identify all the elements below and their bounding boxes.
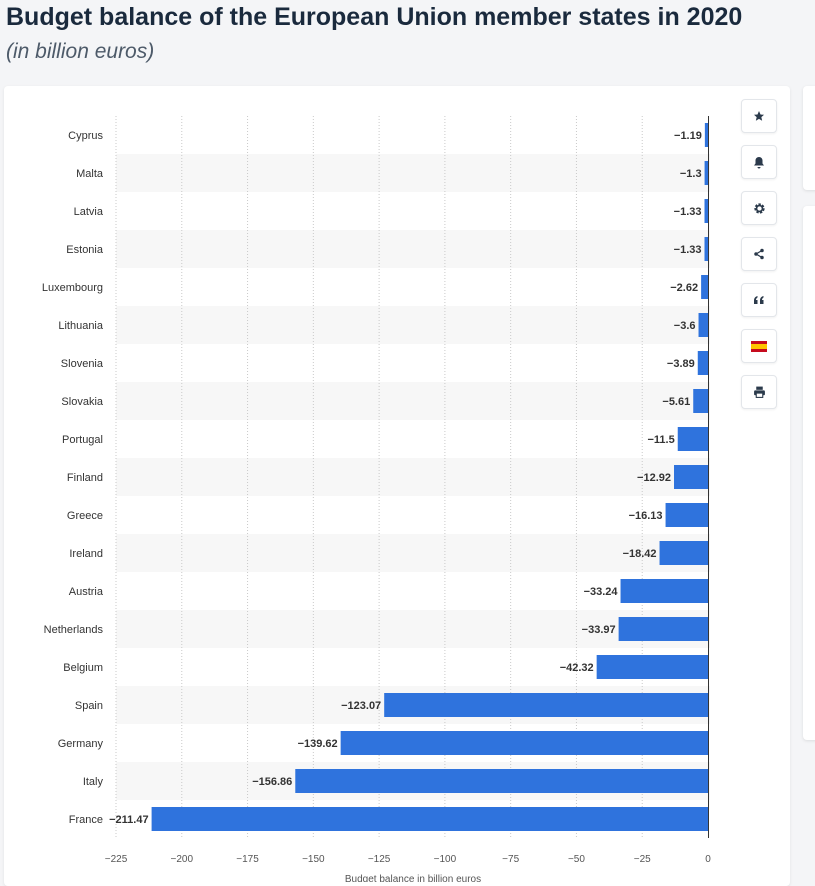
page-subtitle: (in billion euros)	[6, 40, 155, 63]
share-icon	[754, 248, 764, 260]
row-stripe	[116, 230, 710, 268]
row-stripe	[116, 610, 710, 648]
row-stripe	[116, 306, 710, 344]
data-label: −33.24	[584, 586, 619, 598]
x-tick-label: −100	[434, 854, 457, 865]
row-stripe	[116, 154, 710, 192]
bar	[704, 199, 708, 223]
row-stripe	[116, 458, 710, 496]
x-tick-label: −25	[634, 854, 651, 865]
row-stripe	[116, 534, 710, 572]
category-label: Italy	[83, 776, 104, 788]
bar	[674, 465, 708, 489]
page-title: Budget balance of the European Union mem…	[6, 3, 743, 31]
category-label: Cyprus	[68, 130, 103, 142]
bar	[704, 237, 708, 261]
share-button[interactable]	[741, 237, 777, 271]
cite-button[interactable]	[741, 283, 777, 317]
bar	[659, 541, 708, 565]
bar	[704, 123, 708, 147]
star-icon	[754, 111, 764, 121]
bar	[618, 617, 708, 641]
category-label: Lithuania	[58, 320, 104, 332]
side-panel-bottom	[803, 206, 815, 740]
bar	[596, 655, 708, 679]
x-tick-label: 0	[705, 854, 711, 865]
category-label: Portugal	[62, 434, 103, 446]
x-axis-title: Budget balance in billion euros	[345, 874, 481, 882]
language-button[interactable]	[741, 329, 777, 363]
side-panel-top	[803, 86, 815, 190]
category-label: Latvia	[74, 206, 104, 218]
x-tick-label: −225	[105, 854, 128, 865]
x-tick-label: −125	[368, 854, 391, 865]
data-label: −1.33	[674, 206, 702, 218]
data-label: −12.92	[637, 472, 671, 484]
category-label: Greece	[67, 510, 103, 522]
gear-icon	[753, 202, 765, 214]
bar	[697, 351, 708, 375]
data-label: −5.61	[662, 396, 690, 408]
bar	[295, 769, 708, 793]
favorite-button[interactable]	[741, 99, 777, 133]
data-label: −1.19	[674, 130, 702, 142]
bar	[340, 731, 708, 755]
category-label: Luxembourg	[42, 282, 103, 294]
data-label: −42.32	[560, 662, 594, 674]
bar	[151, 807, 708, 831]
bar	[693, 389, 708, 413]
data-label: −18.42	[623, 548, 657, 560]
data-label: −33.97	[582, 624, 616, 636]
data-label: −1.3	[680, 168, 702, 180]
category-label: Slovakia	[61, 396, 103, 408]
bar	[677, 427, 708, 451]
data-label: −3.6	[674, 320, 696, 332]
bar	[665, 503, 708, 527]
settings-button[interactable]	[741, 191, 777, 225]
printer-icon	[753, 386, 765, 398]
bar	[701, 275, 708, 299]
bar	[384, 693, 708, 717]
x-tick-label: −50	[568, 854, 585, 865]
data-label: −3.89	[667, 358, 695, 370]
x-tick-label: −200	[171, 854, 194, 865]
data-label: −139.62	[298, 738, 338, 750]
category-label: Estonia	[66, 244, 104, 256]
bar	[698, 313, 708, 337]
data-label: −16.13	[629, 510, 663, 522]
x-tick-label: −75	[502, 854, 519, 865]
category-label: Netherlands	[44, 624, 104, 636]
chart-toolbar	[741, 99, 777, 421]
category-label: Germany	[58, 738, 104, 750]
row-stripe	[116, 382, 710, 420]
category-label: Finland	[67, 472, 103, 484]
x-tick-label: −175	[236, 854, 259, 865]
category-label: Slovenia	[61, 358, 104, 370]
category-label: Belgium	[63, 662, 103, 674]
x-tick-label: −150	[302, 854, 325, 865]
bar	[704, 161, 708, 185]
spain-flag-icon	[751, 340, 767, 352]
category-label: Austria	[69, 586, 104, 598]
data-label: −2.62	[670, 282, 698, 294]
bar	[620, 579, 708, 603]
data-label: −11.5	[648, 434, 675, 446]
quote-icon	[754, 296, 764, 304]
bell-icon	[754, 156, 764, 168]
category-label: Malta	[76, 168, 104, 180]
print-button[interactable]	[741, 375, 777, 409]
category-label: Ireland	[69, 548, 103, 560]
data-label: −123.07	[341, 700, 381, 712]
category-label: France	[69, 814, 103, 826]
notification-button[interactable]	[741, 145, 777, 179]
data-label: −1.33	[674, 244, 702, 256]
category-label: Spain	[75, 700, 103, 712]
data-label: −156.86	[252, 776, 292, 788]
data-label: −211.47	[109, 814, 148, 826]
